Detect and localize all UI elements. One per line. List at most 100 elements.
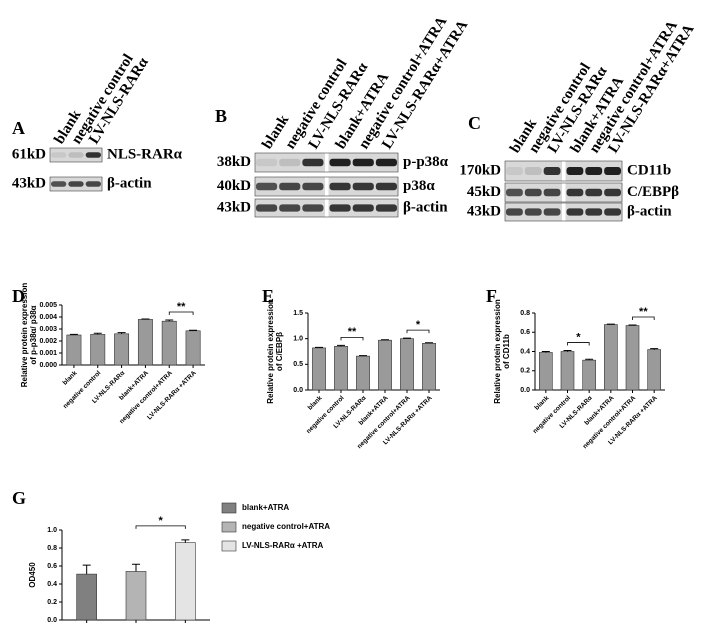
blot-band <box>585 167 603 175</box>
y-tick-label: 0.8 <box>520 310 530 317</box>
blot-band <box>279 158 301 167</box>
bar <box>422 342 436 391</box>
error-bar <box>132 563 140 572</box>
error-bar <box>359 355 367 357</box>
protein-label: β-actin <box>107 175 152 191</box>
blot-band <box>302 158 324 167</box>
significance-bracket <box>168 311 194 315</box>
y-tick-label: 1.0 <box>293 336 303 343</box>
protein-label: C/EBPβ <box>627 184 679 200</box>
bar <box>356 355 370 391</box>
bar <box>76 573 97 621</box>
y-tick-label: 0.4 <box>47 581 57 588</box>
significance-bracket <box>632 316 655 321</box>
legend-label: negative control+ATRA <box>242 522 330 531</box>
y-axis-label: Relative protein expression <box>266 299 275 404</box>
legend-swatch <box>221 540 237 552</box>
blot-band <box>375 204 397 212</box>
y-tick-label: 1.5 <box>293 310 303 317</box>
blot-band <box>543 208 561 216</box>
blot-band <box>524 208 542 216</box>
bar <box>114 333 130 366</box>
legend-label: LV-NLS-RARα +ATRA <box>242 541 324 550</box>
significance-label: ** <box>639 306 648 318</box>
x-tick-label: negative control <box>305 395 346 436</box>
x-tick-label: blank <box>62 369 79 386</box>
significance-bracket <box>135 525 186 529</box>
protein-label: β-actin <box>627 203 672 219</box>
bar <box>539 352 553 391</box>
blot-band <box>506 208 523 216</box>
kd-label: 170kD <box>459 162 501 178</box>
significance-label: * <box>416 319 421 331</box>
bar <box>185 330 201 366</box>
blot-band <box>352 158 374 167</box>
bar <box>625 325 640 391</box>
error-bar <box>189 329 198 331</box>
legend-swatch <box>221 502 237 514</box>
x-tick-label: blank <box>307 394 324 411</box>
panel-label: D <box>12 286 25 306</box>
kd-label: 43kD <box>12 175 46 191</box>
error-bar <box>181 539 190 543</box>
bar <box>400 338 414 391</box>
blot-frame <box>49 147 103 163</box>
blot-band <box>329 182 351 191</box>
y-tick-label: 0.5 <box>293 361 303 368</box>
blot-band <box>506 167 523 175</box>
significance-bracket <box>340 336 364 341</box>
y-tick-label: 0.001 <box>39 350 57 357</box>
blot-band <box>256 204 278 212</box>
blot-band <box>604 188 621 197</box>
x-tick-label: negative control <box>532 395 573 436</box>
blot-band <box>256 158 278 167</box>
error-bar <box>425 342 433 344</box>
protein-label: β-actin <box>403 199 448 215</box>
bar <box>378 339 392 391</box>
blot-frame <box>504 160 623 182</box>
error-bar <box>585 358 594 361</box>
y-tick-label: 0.2 <box>47 599 57 606</box>
bar <box>66 334 82 366</box>
significance-label: ** <box>177 301 186 313</box>
y-tick-label: 0.2 <box>520 368 530 375</box>
protein-label: p-p38α <box>403 154 449 170</box>
blot-band <box>375 158 397 167</box>
blot-frame <box>254 198 399 218</box>
blot-frame <box>254 176 399 197</box>
error-bar <box>563 350 572 352</box>
error-bar <box>165 319 174 322</box>
blot-band <box>51 152 67 158</box>
blot-band <box>85 152 101 158</box>
panel-label: E <box>262 286 274 306</box>
y-axis-label: of p-p38α/ p38α <box>29 305 38 364</box>
kd-label: 45kD <box>467 184 501 200</box>
y-tick-label: 0.4 <box>520 348 530 355</box>
blot-band <box>68 181 84 187</box>
error-bar <box>381 339 389 341</box>
panel-label: B <box>215 106 227 126</box>
y-tick-label: 1.0 <box>47 527 57 534</box>
blot-band <box>506 188 523 197</box>
bar <box>90 334 106 366</box>
blot-band <box>524 188 542 197</box>
y-tick-label: 0.004 <box>39 314 57 321</box>
blot-band <box>329 204 351 212</box>
y-axis-label: Relative protein expression <box>493 299 502 404</box>
y-axis-label: of CD11b <box>502 334 511 369</box>
blot-band <box>524 167 542 175</box>
blot-band <box>604 208 621 216</box>
bar <box>334 346 348 391</box>
y-axis-label: Relative protein expression <box>20 283 29 388</box>
kd-label: 40kD <box>217 178 251 194</box>
y-tick-label: 0.8 <box>47 545 57 552</box>
panel-label: A <box>12 118 25 138</box>
bar <box>125 571 147 621</box>
blot-band <box>375 182 397 191</box>
protein-label: NLS-RARα <box>107 146 183 162</box>
error-bar <box>69 333 78 335</box>
significance-label: * <box>576 331 581 343</box>
error-bar <box>650 348 659 350</box>
y-tick-label: 0.000 <box>39 362 57 369</box>
